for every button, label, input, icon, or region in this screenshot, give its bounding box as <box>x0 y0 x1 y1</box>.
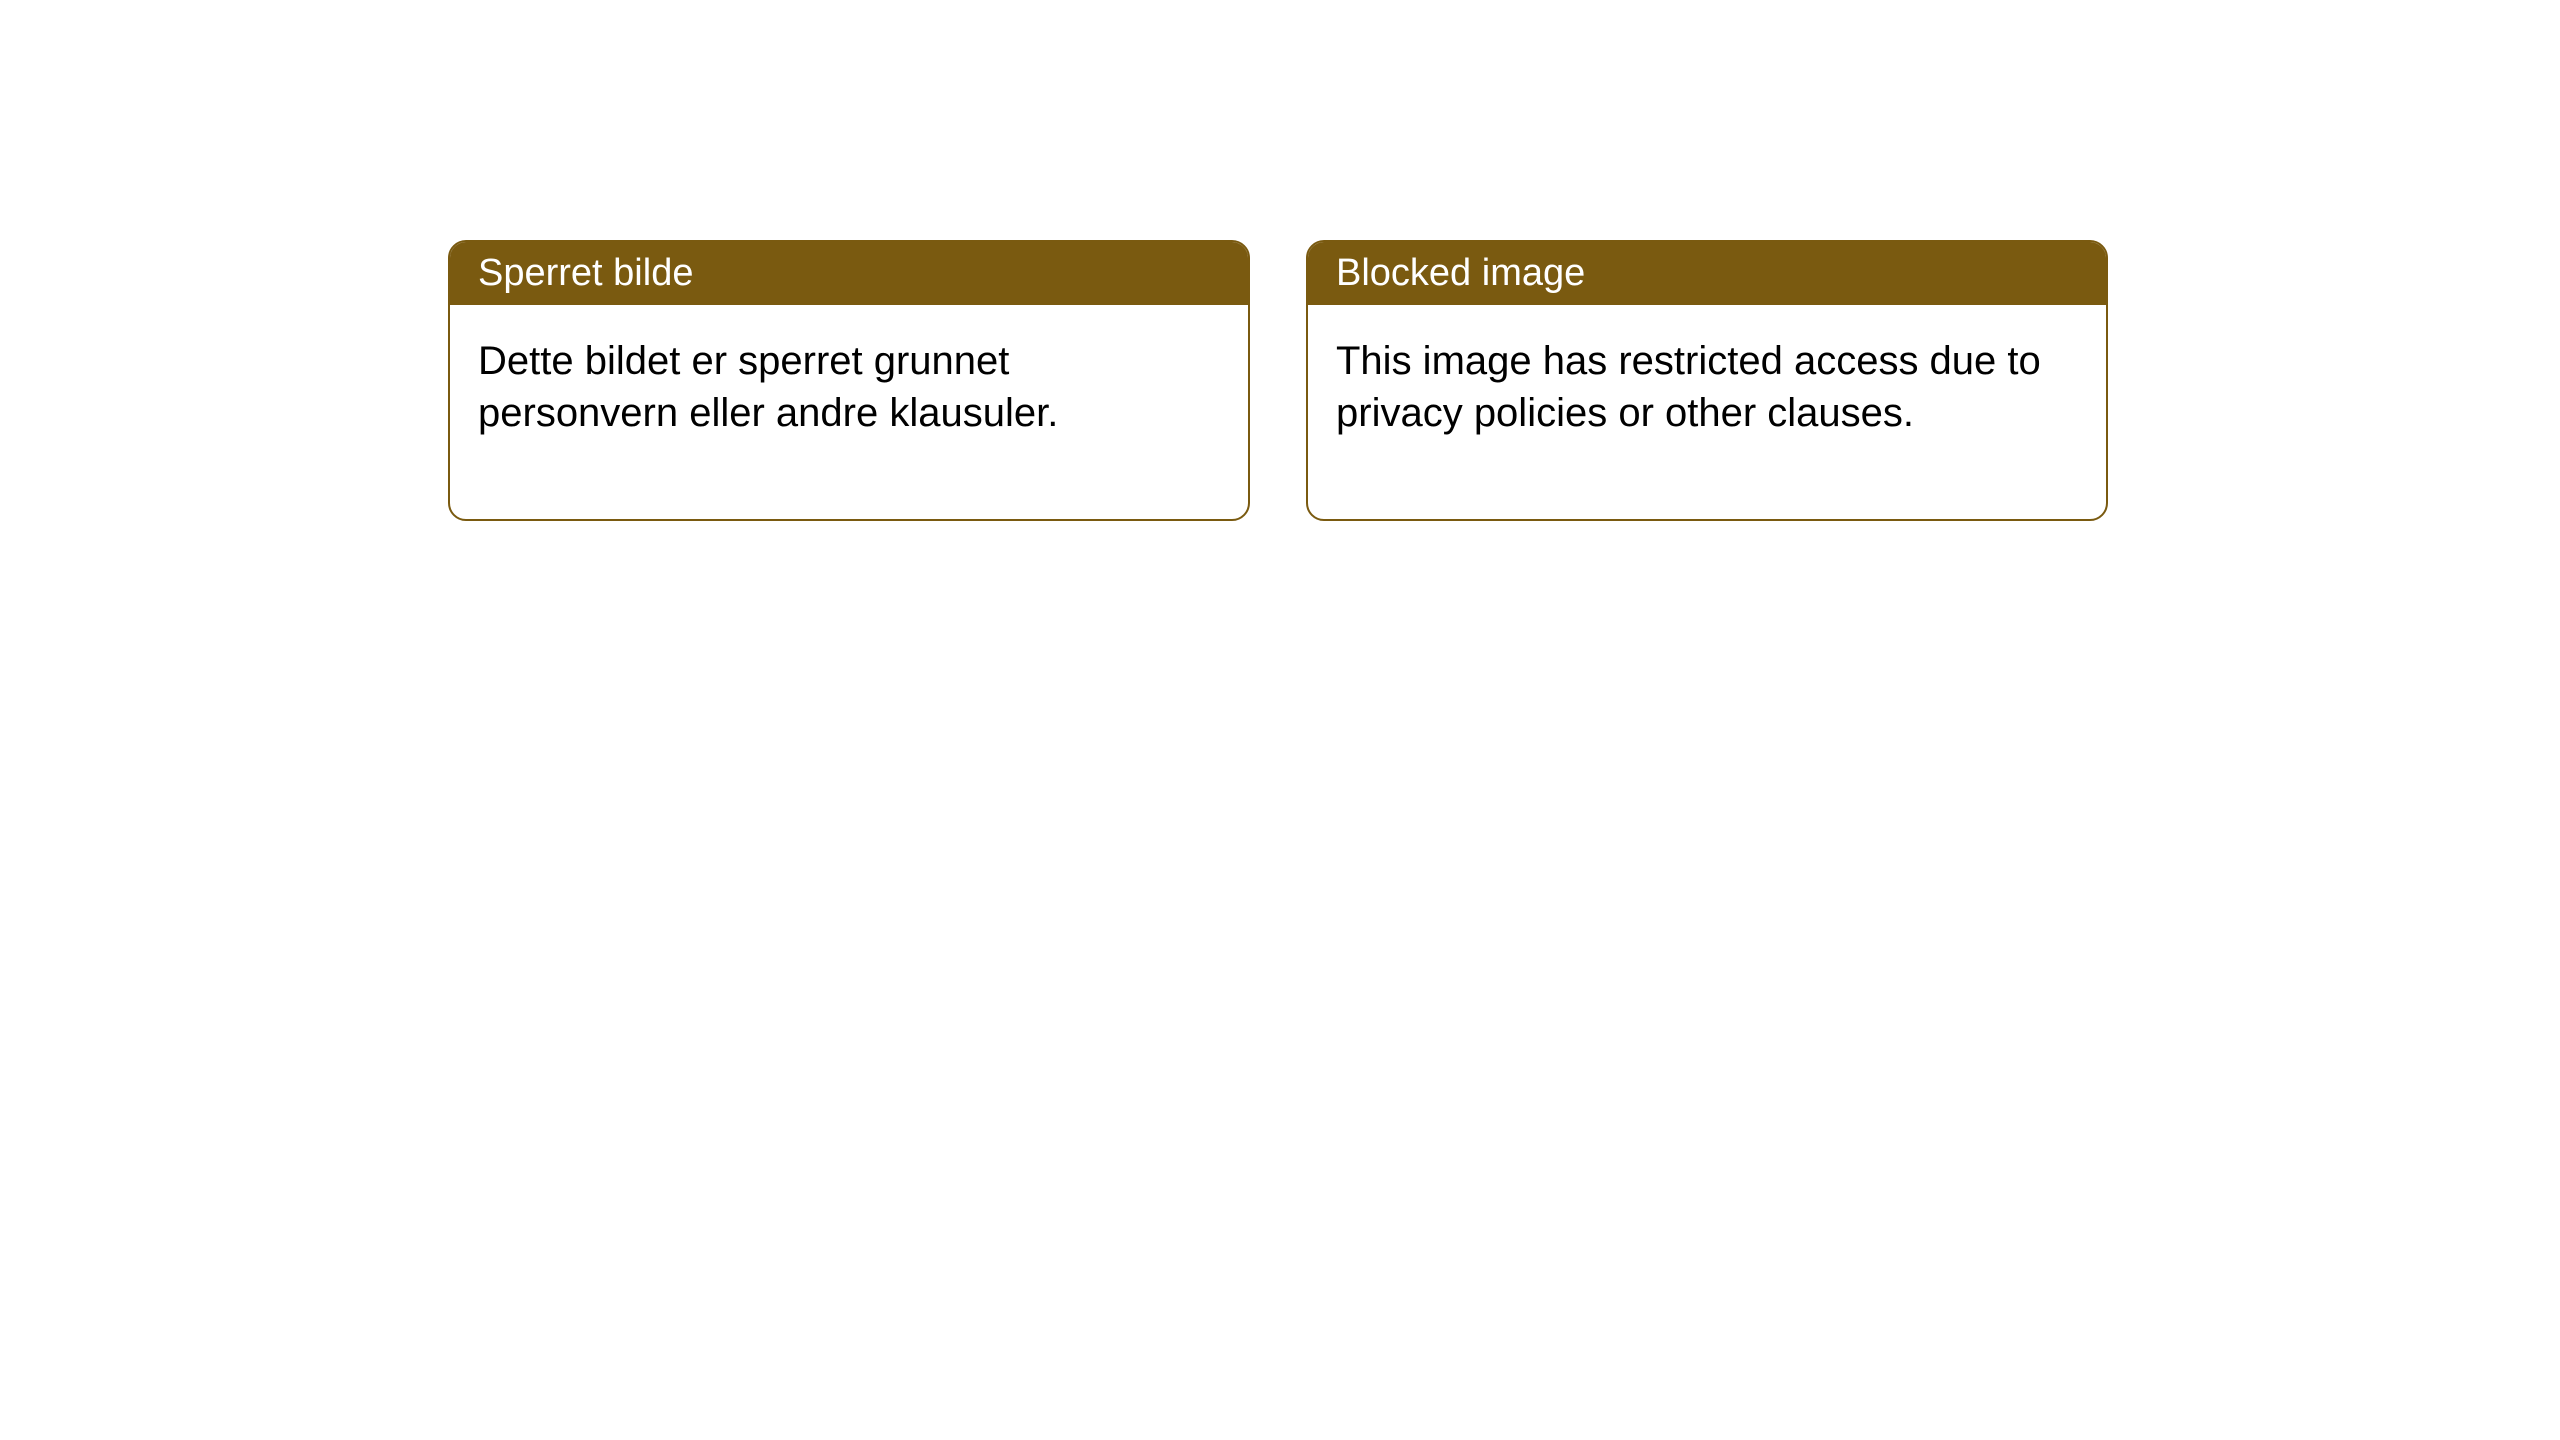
notice-title-english: Blocked image <box>1336 252 1585 294</box>
notice-text-norwegian: Dette bildet er sperret grunnet personve… <box>478 339 1058 435</box>
notice-header-norwegian: Sperret bilde <box>450 242 1248 305</box>
notice-container: Sperret bilde Dette bildet er sperret gr… <box>0 0 2560 521</box>
notice-body-english: This image has restricted access due to … <box>1308 305 2106 519</box>
notice-header-english: Blocked image <box>1308 242 2106 305</box>
notice-body-norwegian: Dette bildet er sperret grunnet personve… <box>450 305 1248 519</box>
notice-card-english: Blocked image This image has restricted … <box>1306 240 2108 521</box>
notice-card-norwegian: Sperret bilde Dette bildet er sperret gr… <box>448 240 1250 521</box>
notice-text-english: This image has restricted access due to … <box>1336 339 2041 435</box>
notice-title-norwegian: Sperret bilde <box>478 252 693 294</box>
